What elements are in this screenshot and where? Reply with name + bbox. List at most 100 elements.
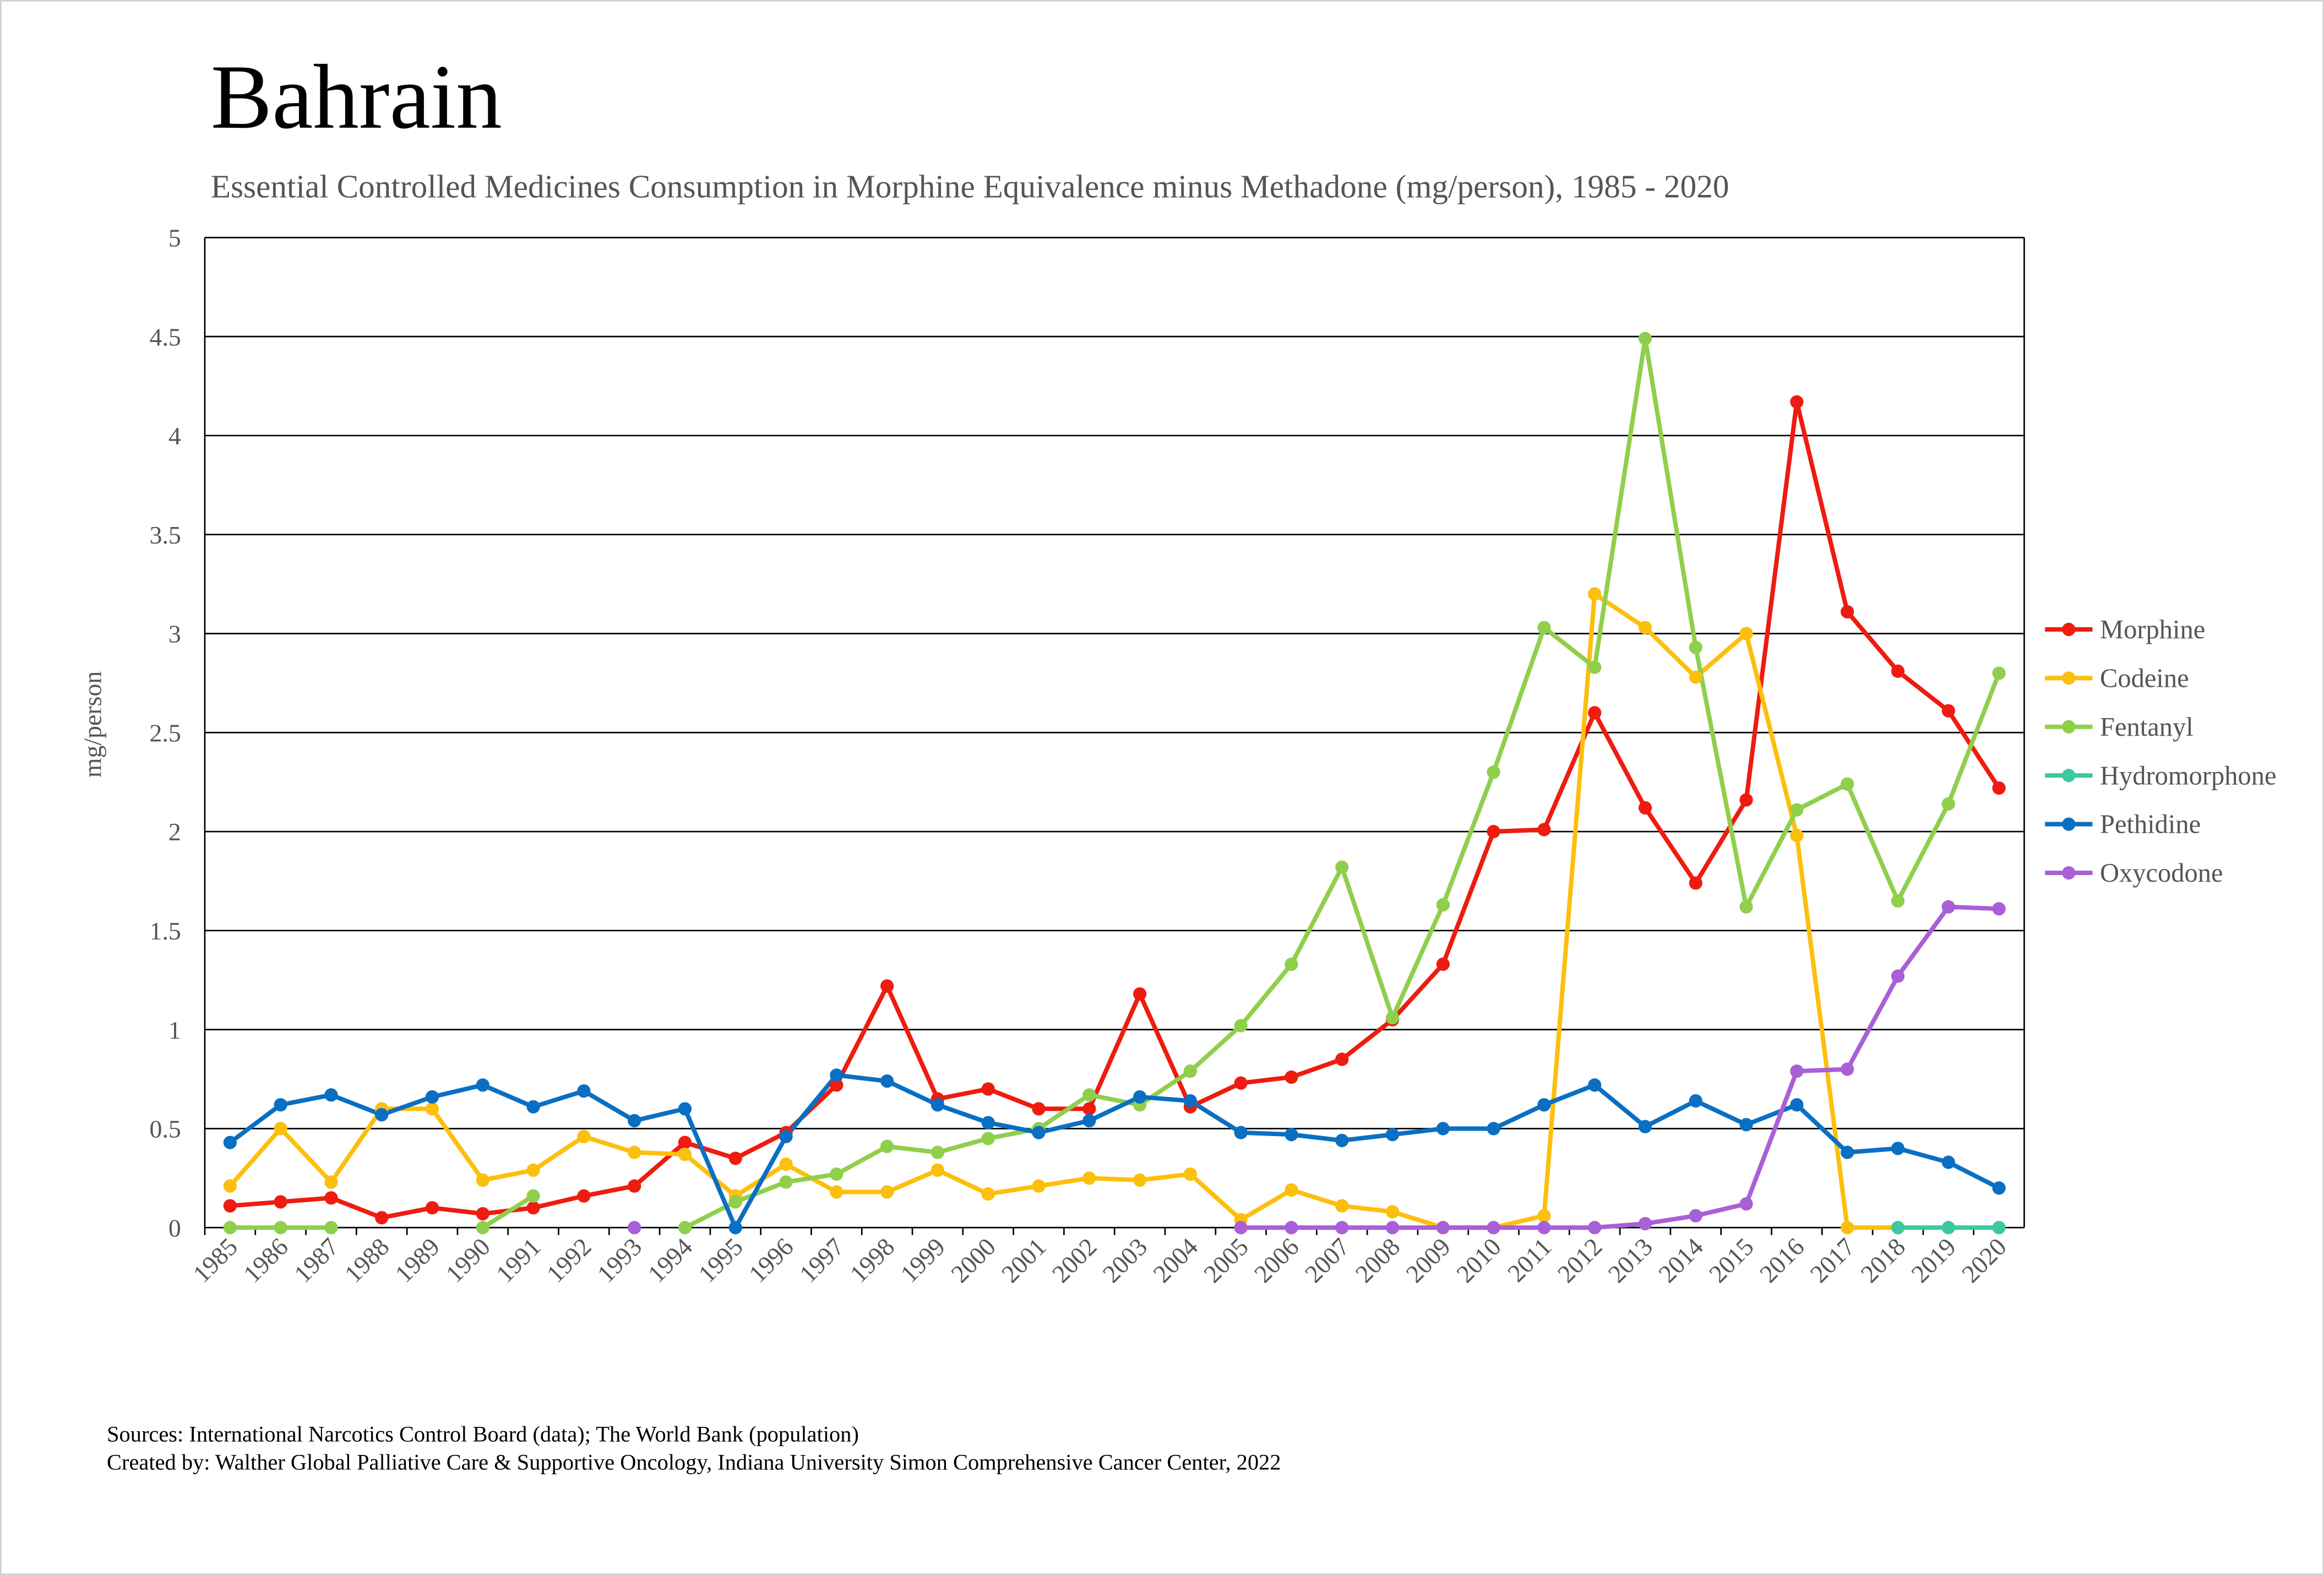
data-point: [1588, 660, 1602, 674]
data-point: [1082, 1088, 1096, 1102]
data-point: [930, 1145, 945, 1159]
data-point: [1537, 823, 1551, 837]
data-point: [1739, 627, 1753, 640]
y-tick-label: 0.5: [150, 1115, 181, 1143]
data-point: [1790, 1064, 1804, 1078]
data-point: [324, 1088, 338, 1102]
data-point: [526, 1189, 540, 1203]
y-tick-label: 0: [168, 1214, 181, 1242]
data-point: [1638, 801, 1652, 815]
data-point: [1335, 1133, 1349, 1148]
data-point: [1790, 395, 1804, 409]
data-point: [981, 1187, 995, 1201]
data-point: [1891, 894, 1905, 908]
data-point: [1385, 1221, 1400, 1235]
data-point: [1739, 793, 1753, 807]
data-point: [678, 1102, 692, 1116]
data-point: [1588, 706, 1602, 720]
data-point: [1234, 1076, 1248, 1090]
data-point: [1032, 1179, 1046, 1193]
chart-title: Bahrain: [211, 46, 502, 148]
y-tick-label: 1: [168, 1016, 181, 1044]
data-point: [1537, 1209, 1551, 1223]
legend-label: Oxycodone: [2100, 859, 2223, 888]
data-point: [880, 1139, 894, 1153]
data-point: [1638, 1120, 1652, 1133]
y-tick-label: 2: [168, 818, 181, 846]
data-point: [577, 1084, 591, 1098]
data-point: [1385, 1011, 1400, 1025]
data-point: [1790, 1098, 1804, 1112]
data-point: [324, 1175, 338, 1189]
data-point: [981, 1132, 995, 1145]
data-point: [476, 1078, 489, 1092]
series-line: [1240, 904, 1999, 1230]
y-tick-label: 4.5: [150, 323, 181, 351]
data-point: [1335, 860, 1349, 874]
data-point: [1133, 1173, 1147, 1187]
data-point: [880, 979, 894, 993]
legend-label: Hydromorphone: [2100, 761, 2277, 790]
data-point: [981, 1116, 995, 1129]
data-point: [728, 1221, 742, 1235]
data-point: [1436, 1122, 1450, 1136]
data-point: [1487, 824, 1500, 839]
data-point: [678, 1136, 692, 1149]
data-point: [1183, 1167, 1198, 1181]
legend-label: Fentanyl: [2100, 713, 2194, 742]
legend-label: Pethidine: [2100, 810, 2201, 839]
data-point: [1790, 803, 1804, 817]
chart-subtitle: Essential Controlled Medicines Consumpti…: [211, 169, 1729, 205]
legend-label: Morphine: [2100, 615, 2205, 644]
data-point: [1941, 704, 1955, 718]
data-point: [223, 1136, 237, 1149]
data-point: [1841, 605, 1854, 619]
data-point: [1841, 777, 1854, 791]
legend-marker: [2062, 866, 2076, 880]
series-line: [228, 591, 1898, 1230]
data-point: [476, 1207, 489, 1221]
data-point: [678, 1148, 692, 1161]
legend-marker: [2062, 622, 2076, 637]
data-point: [1537, 1098, 1551, 1112]
data-point: [1992, 666, 2006, 680]
data-point: [526, 1100, 540, 1114]
data-point: [1436, 898, 1450, 912]
data-point: [274, 1221, 287, 1235]
data-point: [1891, 664, 1905, 678]
data-point: [1739, 900, 1753, 914]
data-point: [476, 1173, 489, 1187]
data-point: [1133, 987, 1147, 1001]
data-point: [274, 1195, 287, 1209]
data-point: [1941, 900, 1955, 914]
data-point: [223, 1221, 237, 1235]
data-point: [1841, 1221, 1854, 1235]
data-point: [1941, 797, 1955, 811]
data-point: [1234, 1126, 1248, 1139]
data-point: [981, 1082, 995, 1096]
y-tick-label: 5: [168, 224, 181, 252]
data-point: [1739, 1197, 1753, 1211]
data-point: [1285, 1183, 1298, 1197]
data-point: [1588, 1221, 1602, 1235]
data-point: [1335, 1221, 1349, 1235]
y-tick-label: 2.5: [150, 719, 181, 747]
data-point: [628, 1221, 641, 1235]
data-point: [1790, 829, 1804, 843]
data-point: [1385, 1128, 1400, 1142]
data-point: [1841, 1145, 1854, 1159]
data-point: [779, 1157, 793, 1171]
data-point: [1638, 1216, 1652, 1231]
data-point: [1689, 876, 1703, 890]
series-line: [228, 1073, 2000, 1230]
data-point: [1992, 1181, 2006, 1195]
data-point: [1032, 1126, 1046, 1139]
data-point: [375, 1108, 389, 1122]
y-tick-label: 4: [168, 422, 181, 450]
data-point: [1537, 621, 1551, 634]
data-point: [577, 1129, 591, 1143]
data-point: [830, 1068, 843, 1082]
data-point: [1487, 1221, 1500, 1235]
